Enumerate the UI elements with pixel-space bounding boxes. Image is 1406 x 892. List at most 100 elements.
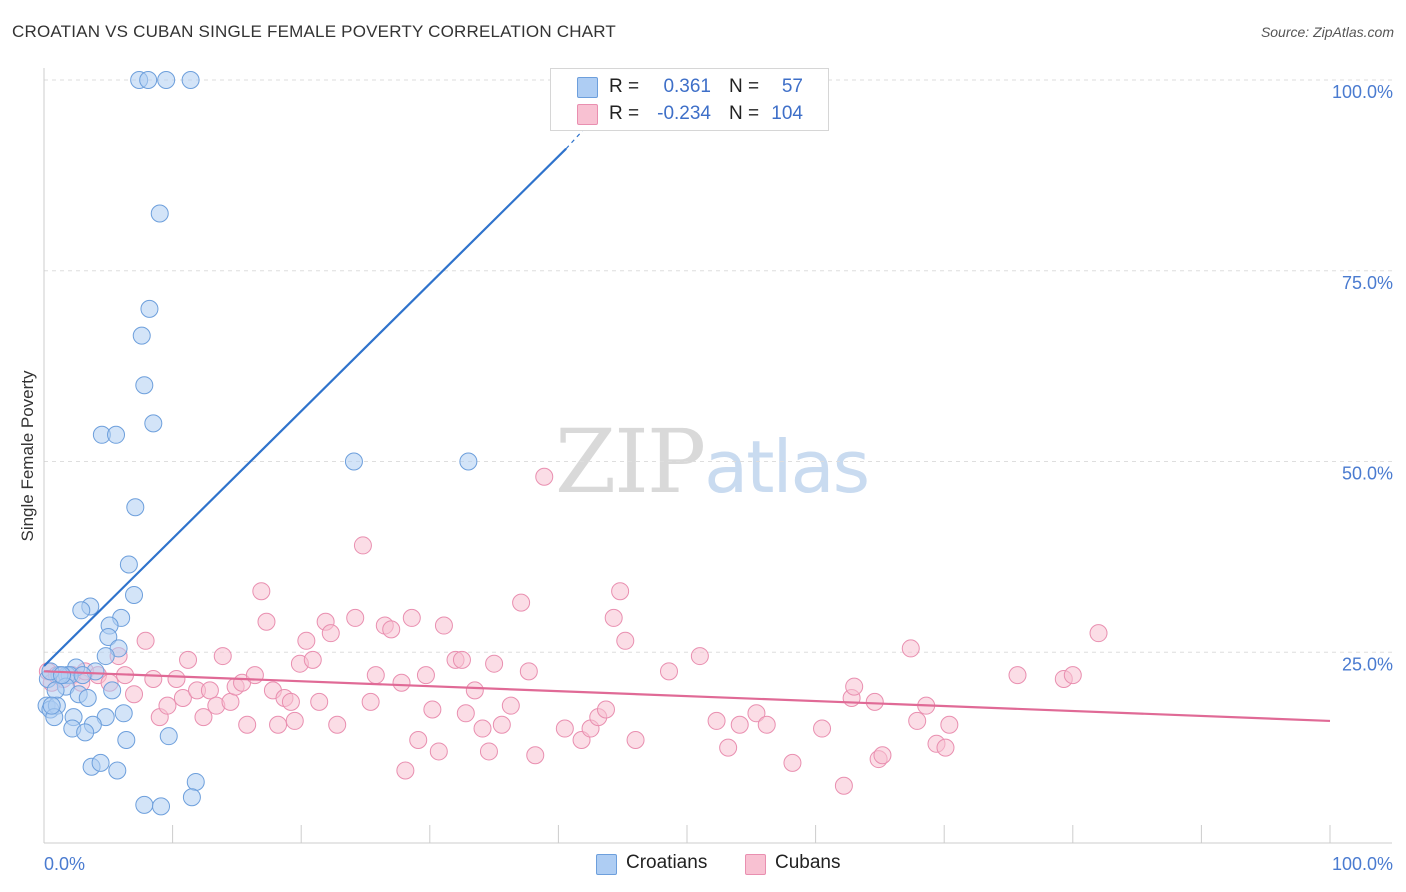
croatians-r-label: R =: [609, 76, 640, 97]
y-tick-label-50: 50.0%: [1342, 464, 1393, 484]
croatians-n-value: 57: [781, 76, 803, 97]
croatian-point-20: [99, 627, 118, 646]
croatians-swatch: [577, 77, 598, 98]
cuban-point-43: [346, 608, 365, 627]
croatians-trend-extension: [565, 121, 591, 150]
cubans-legend-swatch: [745, 854, 766, 875]
cuban-point-95: [908, 711, 927, 730]
croatian-point-15: [125, 586, 144, 605]
croatian-point-50: [186, 772, 205, 791]
croatian-point-31: [46, 681, 65, 700]
source-label: Source: ZipAtlas.com: [1260, 24, 1394, 40]
croatian-point-5: [140, 299, 159, 318]
croatian-point-39: [78, 689, 97, 708]
cuban-point-48: [382, 620, 401, 639]
cuban-point-103: [1089, 624, 1108, 643]
cuban-point-86: [783, 753, 802, 772]
series-legend: Croatians Cubans: [0, 852, 1406, 876]
cuban-point-34: [281, 692, 300, 711]
cuban-point-61: [473, 719, 492, 738]
croatian-point-1: [139, 71, 158, 89]
cuban-point-17: [173, 689, 192, 708]
cuban-point-93: [873, 746, 892, 765]
croatian-point-56: [73, 666, 92, 685]
croatian-point-45: [117, 730, 136, 749]
croatian-point-49: [108, 761, 127, 780]
cuban-point-64: [492, 715, 511, 734]
croatians-legend-swatch: [596, 854, 617, 875]
croatians-trend-line: [43, 147, 567, 667]
croatian-point-51: [182, 788, 201, 807]
cuban-point-35: [285, 711, 304, 730]
croatian-point-33: [103, 681, 122, 700]
cuban-point-66: [512, 593, 531, 612]
cuban-point-76: [611, 582, 630, 601]
croatian-point-12: [459, 452, 478, 471]
croatian-point-11: [344, 452, 363, 471]
cuban-point-83: [730, 715, 749, 734]
cuban-point-65: [501, 696, 520, 715]
cuban-point-67: [519, 662, 538, 681]
croatians-n-label: N =: [729, 76, 760, 97]
cuban-point-59: [456, 704, 475, 723]
cuban-point-99: [940, 715, 959, 734]
croatian-point-55: [53, 666, 72, 685]
cuban-point-68: [526, 746, 545, 765]
cuban-point-100: [1008, 666, 1027, 685]
cuban-point-29: [252, 582, 271, 601]
cuban-point-49: [392, 673, 411, 692]
y-axis-label: Single Female Poverty: [18, 370, 37, 542]
cuban-point-60: [465, 681, 484, 700]
cuban-point-98: [936, 738, 955, 757]
cuban-point-90: [845, 677, 864, 696]
cuban-point-78: [626, 730, 645, 749]
cuban-point-23: [213, 647, 232, 666]
cuban-point-41: [321, 624, 340, 643]
cubans-swatch: [577, 104, 598, 125]
croatian-point-54: [42, 696, 61, 715]
cuban-point-13: [144, 669, 163, 688]
cubans-r-value: -0.234: [657, 103, 711, 124]
cuban-point-91: [865, 692, 884, 711]
cuban-point-84: [747, 704, 766, 723]
croatian-point-52: [135, 795, 154, 814]
cuban-point-58: [452, 650, 471, 669]
croatian-point-17: [72, 601, 91, 620]
cuban-point-53: [416, 666, 435, 685]
cuban-point-15: [158, 696, 177, 715]
watermark-atlas: atlas: [704, 425, 870, 509]
croatian-point-4: [150, 204, 169, 223]
cuban-point-37: [297, 631, 316, 650]
croatian-point-48: [91, 753, 110, 772]
croatian-point-22: [96, 647, 115, 666]
croatian-point-53: [152, 797, 171, 816]
x-tick-label-max: 100.0%: [1332, 854, 1393, 874]
cuban-point-20: [194, 708, 213, 727]
cuban-point-27: [238, 715, 257, 734]
cuban-point-44: [353, 536, 372, 555]
cuban-point-32: [269, 715, 288, 734]
croatian-point-44: [76, 723, 95, 742]
cuban-point-50: [396, 761, 415, 780]
cuban-point-42: [328, 715, 347, 734]
legend-row-cubans: R = -0.234 N = 104: [551, 100, 828, 128]
cuban-point-38: [303, 650, 322, 669]
cuban-point-24: [221, 692, 240, 711]
croatian-point-8: [144, 414, 163, 433]
cuban-point-79: [659, 662, 678, 681]
cubans-n-value: 104: [771, 103, 803, 124]
croatian-point-3: [181, 71, 200, 89]
cuban-point-102: [1063, 666, 1082, 685]
cubans-trend-line: [43, 670, 1331, 723]
cuban-point-28: [245, 666, 264, 685]
croatian-point-2: [157, 71, 176, 89]
croatian-point-10: [107, 425, 126, 444]
cubans-r-label: R =: [609, 103, 640, 124]
y-tick-label-75: 75.0%: [1342, 273, 1393, 293]
cuban-point-30: [257, 612, 276, 631]
cuban-point-52: [409, 730, 428, 749]
croatian-point-41: [114, 704, 133, 723]
cuban-point-85: [757, 715, 776, 734]
correlation-legend: R = 0.361 N = 57 R = -0.234 N = 104: [550, 68, 829, 131]
